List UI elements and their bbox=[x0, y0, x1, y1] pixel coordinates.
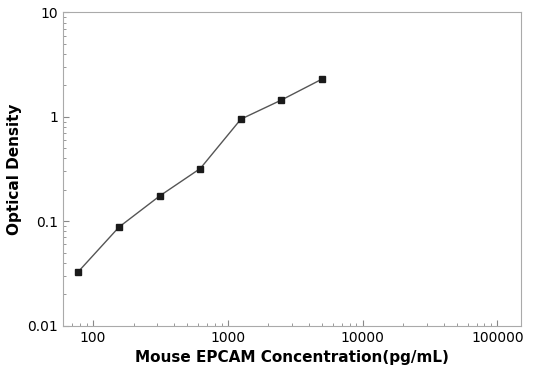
X-axis label: Mouse EPCAM Concentration(pg/mL): Mouse EPCAM Concentration(pg/mL) bbox=[135, 350, 449, 365]
Y-axis label: Optical Density: Optical Density bbox=[7, 103, 22, 235]
